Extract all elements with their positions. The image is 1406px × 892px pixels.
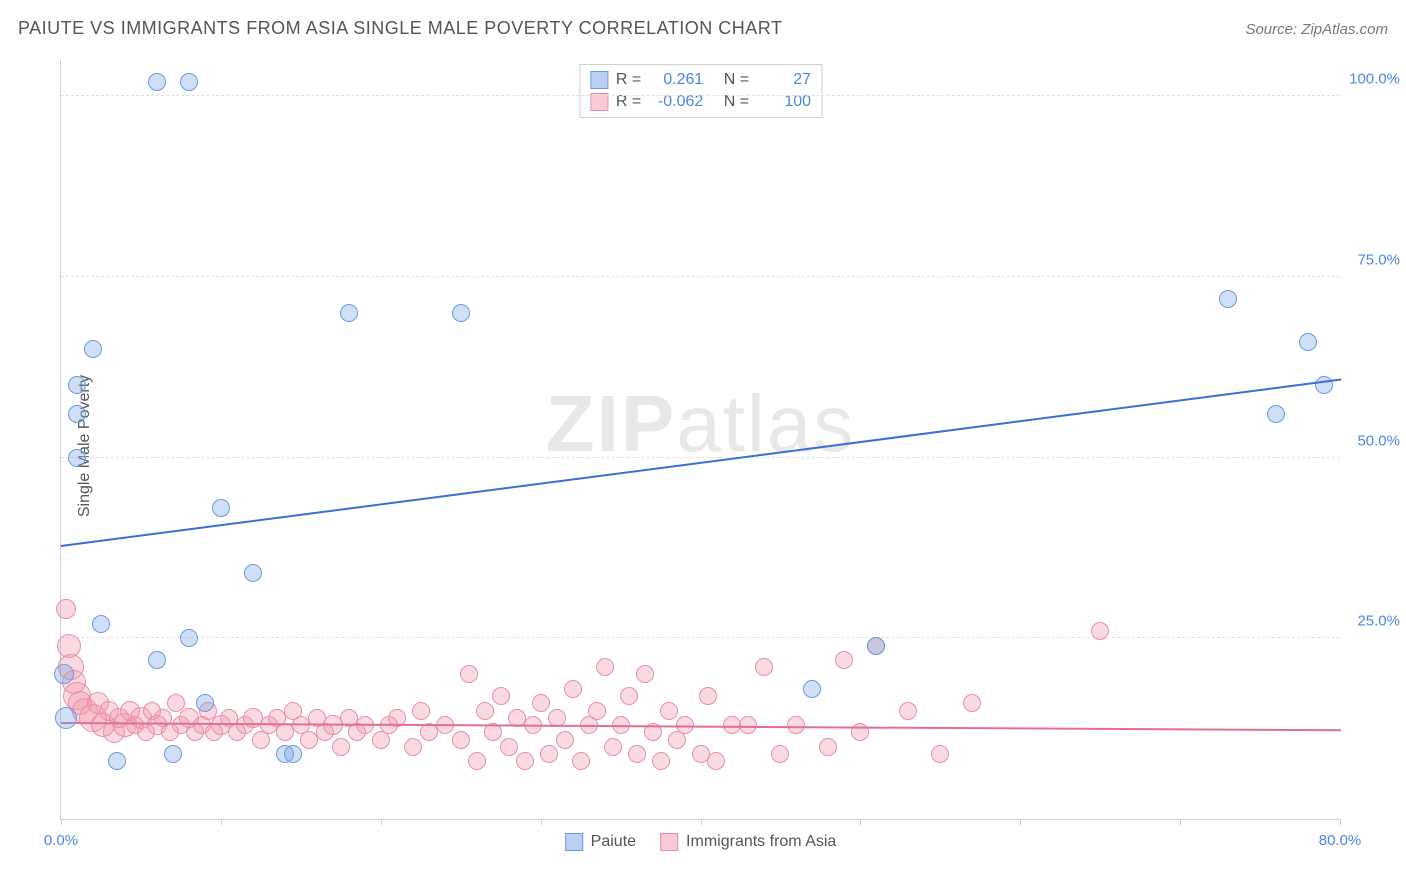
scatter-point-paiute — [196, 694, 214, 712]
scatter-point-asia — [572, 752, 590, 770]
stats-row-paiute: R = 0.261 N = 27 — [590, 69, 811, 91]
xtick — [701, 819, 702, 825]
scatter-point-asia — [532, 694, 550, 712]
chart-plot-area: ZIPatlas R = 0.261 N = 27 R = -0.062 N =… — [60, 60, 1340, 820]
scatter-point-asia — [452, 731, 470, 749]
scatter-point-paiute — [284, 745, 302, 763]
scatter-point-asia — [1091, 622, 1109, 640]
chart-title: PAIUTE VS IMMIGRANTS FROM ASIA SINGLE MA… — [18, 18, 782, 39]
chart-header: PAIUTE VS IMMIGRANTS FROM ASIA SINGLE MA… — [18, 18, 1388, 39]
scatter-point-asia — [771, 745, 789, 763]
scatter-point-paiute — [84, 340, 102, 358]
xtick — [381, 819, 382, 825]
scatter-point-paiute — [108, 752, 126, 770]
scatter-point-asia — [56, 599, 76, 619]
gridline-h — [61, 95, 1340, 96]
scatter-point-asia — [660, 702, 678, 720]
scatter-point-asia — [963, 694, 981, 712]
scatter-point-paiute — [54, 664, 74, 684]
scatter-point-asia — [412, 702, 430, 720]
swatch-pink-icon — [660, 833, 678, 851]
ytick-label: 100.0% — [1345, 71, 1400, 88]
scatter-point-paiute — [148, 73, 166, 91]
swatch-blue-icon — [565, 833, 583, 851]
xtick — [1180, 819, 1181, 825]
stat-r-label: R = — [616, 71, 641, 89]
scatter-point-asia — [787, 716, 805, 734]
scatter-point-asia — [636, 665, 654, 683]
scatter-point-asia — [404, 738, 422, 756]
scatter-point-asia — [652, 752, 670, 770]
stat-n-label: N = — [724, 71, 749, 89]
scatter-point-paiute — [1299, 333, 1317, 351]
scatter-point-asia — [628, 745, 646, 763]
scatter-point-paiute — [1219, 290, 1237, 308]
scatter-point-asia — [516, 752, 534, 770]
scatter-point-asia — [564, 680, 582, 698]
scatter-point-paiute — [180, 73, 198, 91]
scatter-point-paiute — [244, 564, 262, 582]
legend-item-asia: Immigrants from Asia — [660, 833, 836, 851]
correlation-stats-box: R = 0.261 N = 27 R = -0.062 N = 100 — [579, 64, 822, 118]
ytick-label: 75.0% — [1345, 251, 1400, 268]
swatch-blue-icon — [590, 71, 608, 89]
scatter-point-paiute — [164, 745, 182, 763]
scatter-point-asia — [755, 658, 773, 676]
scatter-point-asia — [596, 658, 614, 676]
scatter-point-paiute — [1267, 405, 1285, 423]
trendline-paiute — [61, 378, 1341, 546]
xtick — [221, 819, 222, 825]
source-label: Source: ZipAtlas.com — [1245, 21, 1388, 38]
scatter-point-asia — [899, 702, 917, 720]
scatter-point-asia — [540, 745, 558, 763]
scatter-point-asia — [819, 738, 837, 756]
scatter-point-paiute — [340, 304, 358, 322]
scatter-point-paiute — [68, 449, 86, 467]
xtick — [1020, 819, 1021, 825]
stat-r-value-paiute: 0.261 — [649, 71, 703, 89]
scatter-point-asia — [492, 687, 510, 705]
watermark-part1: ZIP — [546, 379, 676, 468]
scatter-point-asia — [476, 702, 494, 720]
legend-label-asia: Immigrants from Asia — [686, 833, 836, 851]
scatter-point-paiute — [92, 615, 110, 633]
ytick-label: 50.0% — [1345, 432, 1400, 449]
scatter-point-paiute — [867, 637, 885, 655]
bottom-legend: Paiute Immigrants from Asia — [565, 833, 837, 851]
gridline-h — [61, 457, 1340, 458]
scatter-point-asia — [707, 752, 725, 770]
scatter-point-paiute — [803, 680, 821, 698]
xtick-label: 80.0% — [1319, 832, 1362, 849]
legend-label-paiute: Paiute — [591, 833, 636, 851]
stat-n-value-paiute: 27 — [757, 71, 811, 89]
xtick — [61, 819, 62, 825]
xtick-label: 0.0% — [44, 832, 78, 849]
scatter-point-asia — [620, 687, 638, 705]
scatter-point-asia — [931, 745, 949, 763]
xtick — [541, 819, 542, 825]
gridline-h — [61, 637, 1340, 638]
scatter-point-asia — [835, 651, 853, 669]
scatter-point-asia — [588, 702, 606, 720]
xtick — [1340, 819, 1341, 825]
scatter-point-asia — [556, 731, 574, 749]
scatter-point-paiute — [148, 651, 166, 669]
legend-item-paiute: Paiute — [565, 833, 636, 851]
ytick-label: 25.0% — [1345, 613, 1400, 630]
xtick — [860, 819, 861, 825]
scatter-point-paiute — [212, 499, 230, 517]
scatter-point-asia — [604, 738, 622, 756]
scatter-point-asia — [460, 665, 478, 683]
scatter-point-paiute — [452, 304, 470, 322]
scatter-point-asia — [468, 752, 486, 770]
scatter-point-paiute — [180, 629, 198, 647]
scatter-point-paiute — [55, 707, 77, 729]
scatter-point-paiute — [68, 376, 86, 394]
gridline-h — [61, 276, 1340, 277]
scatter-point-asia — [500, 738, 518, 756]
scatter-point-paiute — [68, 405, 86, 423]
scatter-point-asia — [332, 738, 350, 756]
scatter-point-asia — [699, 687, 717, 705]
